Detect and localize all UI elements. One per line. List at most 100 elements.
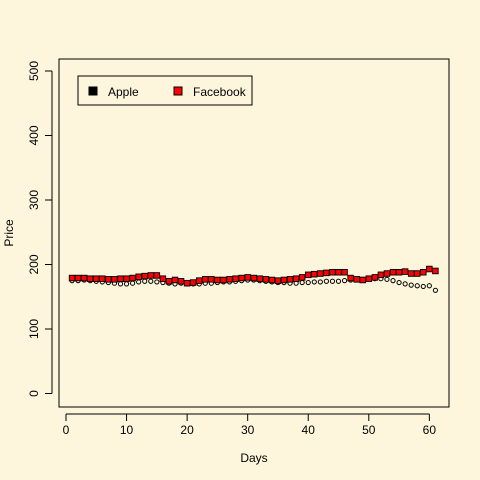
facebook-point <box>106 277 112 283</box>
x-tick-label: 30 <box>241 423 255 437</box>
facebook-point <box>372 275 378 281</box>
facebook-point <box>184 280 190 286</box>
plot-frame <box>59 59 449 407</box>
facebook-point <box>299 275 305 281</box>
facebook-point <box>269 277 275 283</box>
apple-point <box>143 279 147 283</box>
apple-point <box>118 282 122 286</box>
facebook-point <box>293 276 299 282</box>
facebook-point <box>160 276 166 282</box>
facebook-point <box>318 271 324 277</box>
apple-point <box>306 280 310 284</box>
legend: Apple Facebook <box>78 76 252 105</box>
facebook-point <box>275 278 281 284</box>
apple-point <box>397 280 401 284</box>
facebook-point <box>324 270 330 276</box>
facebook-point <box>87 276 93 282</box>
apple-point <box>330 279 334 283</box>
y-tick-label: 500 <box>27 61 41 81</box>
facebook-point <box>378 272 384 278</box>
facebook-point <box>360 277 366 283</box>
facebook-point <box>239 275 245 281</box>
y-axis-label: Price <box>2 219 16 247</box>
apple-point <box>342 279 346 283</box>
facebook-point <box>263 277 269 283</box>
apple-point <box>318 280 322 284</box>
apple-point <box>403 282 407 286</box>
facebook-point <box>227 277 233 283</box>
facebook-point <box>202 277 208 283</box>
facebook-point <box>69 275 75 281</box>
apple-point <box>312 280 316 284</box>
facebook-point <box>305 272 311 278</box>
facebook-point <box>233 276 239 282</box>
facebook-point <box>166 278 172 284</box>
facebook-point <box>124 276 130 282</box>
y-tick-label: 100 <box>27 319 41 339</box>
x-axis-label: Days <box>240 451 267 465</box>
facebook-point <box>251 275 257 281</box>
facebook-point <box>330 269 336 275</box>
facebook-point <box>221 277 227 283</box>
facebook-point <box>420 269 426 275</box>
facebook-point <box>281 277 287 283</box>
apple-point <box>137 280 141 284</box>
facebook-point <box>112 277 118 283</box>
facebook-point <box>118 276 124 282</box>
x-tick-label: 40 <box>302 423 316 437</box>
facebook-point <box>178 278 184 284</box>
facebook-point <box>245 275 251 281</box>
facebook-point <box>311 271 317 277</box>
x-tick-label: 10 <box>120 423 134 437</box>
facebook-point <box>196 278 202 284</box>
facebook-point <box>136 274 142 280</box>
facebook-point <box>402 269 408 275</box>
apple-point <box>391 279 395 283</box>
facebook-point <box>366 276 372 282</box>
facebook-point <box>93 276 99 282</box>
apple-point <box>155 280 159 284</box>
y-axis: 0 100 200 300 400 500 <box>27 61 52 397</box>
legend-key-facebook <box>174 87 182 95</box>
facebook-point <box>209 277 215 283</box>
facebook-point <box>433 268 439 274</box>
facebook-point <box>190 280 196 286</box>
apple-point <box>427 284 431 288</box>
facebook-point <box>408 271 414 277</box>
facebook-point <box>336 269 342 275</box>
facebook-point <box>215 277 221 283</box>
facebook-point <box>130 275 136 281</box>
facebook-point <box>396 269 402 275</box>
facebook-point <box>348 275 354 281</box>
apple-point <box>336 279 340 283</box>
x-tick-label: 20 <box>180 423 194 437</box>
apple-point <box>421 284 425 288</box>
y-tick-label: 300 <box>27 190 41 210</box>
series-layer <box>69 266 438 292</box>
legend-label-facebook: Facebook <box>193 85 247 99</box>
facebook-point <box>75 275 81 281</box>
facebook-point <box>172 277 178 283</box>
apple-point <box>385 277 389 281</box>
facebook-point <box>100 276 106 282</box>
x-tick-label: 60 <box>423 423 437 437</box>
facebook-point <box>427 266 433 272</box>
facebook-point <box>148 273 154 279</box>
apple-point <box>324 279 328 283</box>
facebook-point <box>354 277 360 283</box>
y-tick-label: 200 <box>27 254 41 274</box>
y-tick-label: 400 <box>27 125 41 145</box>
y-tick-label: 0 <box>27 390 41 397</box>
apple-point <box>415 284 419 288</box>
facebook-point <box>384 271 390 277</box>
facebook-point <box>390 269 396 275</box>
facebook-point <box>154 273 160 279</box>
facebook-point <box>287 277 293 283</box>
x-tick-label: 50 <box>362 423 376 437</box>
facebook-point <box>342 269 348 275</box>
apple-point <box>300 280 304 284</box>
facebook-point <box>257 276 263 282</box>
x-axis: 0 10 20 30 40 50 60 <box>63 414 437 437</box>
facebook-point <box>414 271 420 277</box>
